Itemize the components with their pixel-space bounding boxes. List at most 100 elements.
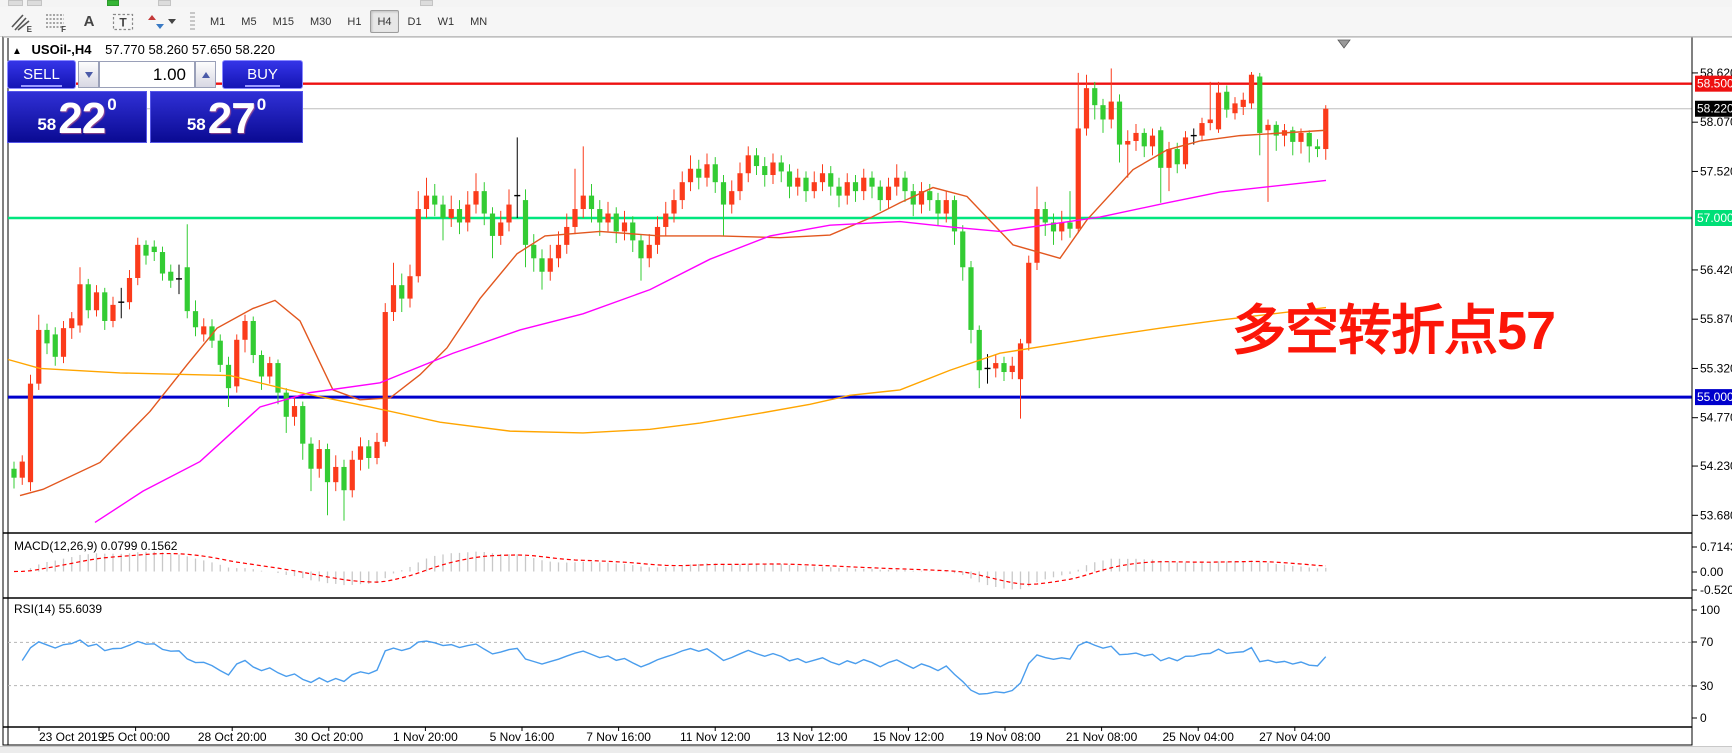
candle-body: [481, 191, 487, 214]
candle-body: [555, 244, 562, 259]
candle-body: [250, 320, 256, 356]
candle-body: [258, 355, 265, 377]
candle-body: [1199, 123, 1205, 136]
candle-body: [811, 182, 817, 192]
candle-body: [168, 271, 174, 281]
rsi-axis-label: 100: [1700, 603, 1720, 617]
candle-body: [52, 334, 58, 357]
price-badge: [1695, 100, 1732, 117]
candle-body: [729, 191, 735, 205]
candle-body: [135, 244, 141, 278]
fibonacci-retracement-icon[interactable]: F: [42, 10, 68, 34]
rsi-line: [21, 639, 1327, 695]
price-axis[interactable]: 58.62058.07057.52056.42055.87055.32054.7…: [1692, 66, 1732, 522]
candle-body: [1133, 132, 1139, 141]
chart-shift-marker[interactable]: [1337, 39, 1351, 49]
partial-icon: [27, 0, 42, 6]
volume-input[interactable]: [99, 61, 195, 88]
candle-body: [1224, 91, 1230, 110]
candle-body: [993, 363, 999, 369]
price-tick-label: 57.520: [1700, 164, 1732, 178]
volume-increase-button[interactable]: [195, 61, 216, 88]
candle-body: [918, 191, 925, 205]
collapse-arrow-icon[interactable]: ▲: [12, 46, 22, 57]
partial-icon: [107, 0, 119, 6]
ohlc-readout: 57.770 58.260 57.650 58.220: [105, 42, 276, 57]
svg-text:T: T: [119, 15, 127, 29]
candle-body: [943, 200, 949, 214]
candle-body: [828, 173, 834, 187]
timeframe-button-M5[interactable]: M5: [234, 10, 263, 33]
timeframe-button-MN[interactable]: MN: [463, 10, 494, 33]
ask-price-tile: 58 27 0: [150, 91, 303, 143]
candle-body: [951, 200, 958, 232]
candle-body: [225, 364, 232, 389]
candle-body: [737, 173, 743, 192]
candle-body: [1207, 119, 1213, 124]
sell-button[interactable]: SELL: [7, 60, 76, 89]
candle-body: [440, 204, 446, 218]
text-label-icon[interactable]: T: [110, 10, 136, 34]
buy-button[interactable]: BUY: [222, 60, 303, 89]
candle-body: [399, 285, 405, 299]
timeframe-button-M30[interactable]: M30: [303, 10, 338, 33]
candle-body: [1141, 132, 1147, 147]
candle-body: [357, 446, 364, 460]
price-badge-label: 57.000: [1697, 211, 1732, 225]
candle-body: [267, 363, 273, 377]
timeframe-button-H1[interactable]: H1: [340, 10, 368, 33]
candlesticks: [11, 68, 1329, 521]
candle-body: [77, 284, 83, 326]
candle-body: [687, 168, 694, 183]
timeframe-button-M1[interactable]: M1: [203, 10, 232, 33]
candle-body: [1314, 146, 1321, 150]
candle-body: [531, 244, 537, 259]
timeframe-button-H4[interactable]: H4: [370, 10, 399, 33]
candle-body: [366, 446, 372, 458]
candle-body: [597, 209, 603, 223]
candle-body: [696, 168, 702, 178]
timeframe-button-M15[interactable]: M15: [266, 10, 301, 33]
candle-body: [341, 466, 347, 491]
candle-body: [836, 186, 842, 196]
candle-body: [291, 406, 298, 417]
timeframe-button-D1[interactable]: D1: [401, 10, 429, 33]
candle-body: [671, 200, 677, 214]
candle-body: [19, 461, 25, 478]
arrows-icon[interactable]: [144, 10, 178, 34]
price-tick-label: 58.070: [1700, 115, 1732, 129]
timeframe-button-W1[interactable]: W1: [431, 10, 462, 33]
candle-body: [382, 312, 388, 442]
candle-body: [621, 222, 628, 232]
candle-body: [1083, 88, 1090, 129]
candle-body: [1306, 132, 1312, 147]
candle-body: [1026, 262, 1032, 344]
candle-body: [498, 222, 504, 236]
candle-body: [753, 155, 760, 167]
candle-body: [1149, 135, 1156, 147]
indicator-axis: 0.7143 0.00 -0.5209 100 70 30 0: [1692, 540, 1732, 725]
candle-body: [1158, 130, 1164, 168]
candle-body: [588, 195, 595, 210]
candle-body: [935, 200, 941, 214]
candle-body: [522, 200, 529, 245]
candle-body: [300, 406, 306, 444]
ma-slow-line: [7, 306, 1327, 434]
candle-body: [374, 441, 380, 458]
candle-body: [1001, 363, 1007, 373]
time-tick-label: 11 Nov 12:00: [680, 730, 751, 744]
candle-body: [448, 209, 454, 218]
volume-decrease-button[interactable]: [78, 61, 99, 88]
candle-body: [630, 222, 636, 241]
equidistant-channel-icon[interactable]: E: [8, 10, 34, 34]
candle-body: [407, 276, 413, 299]
candle-body: [85, 284, 91, 311]
candle-body: [1240, 99, 1246, 107]
chart-title: ▲ USOil-,H4 57.770 58.260 57.650 58.220: [12, 42, 275, 57]
candle-body: [11, 468, 17, 478]
price-tick-label: 53.680: [1700, 508, 1732, 522]
text-icon[interactable]: A: [83, 13, 95, 30]
candle-body: [910, 191, 916, 205]
